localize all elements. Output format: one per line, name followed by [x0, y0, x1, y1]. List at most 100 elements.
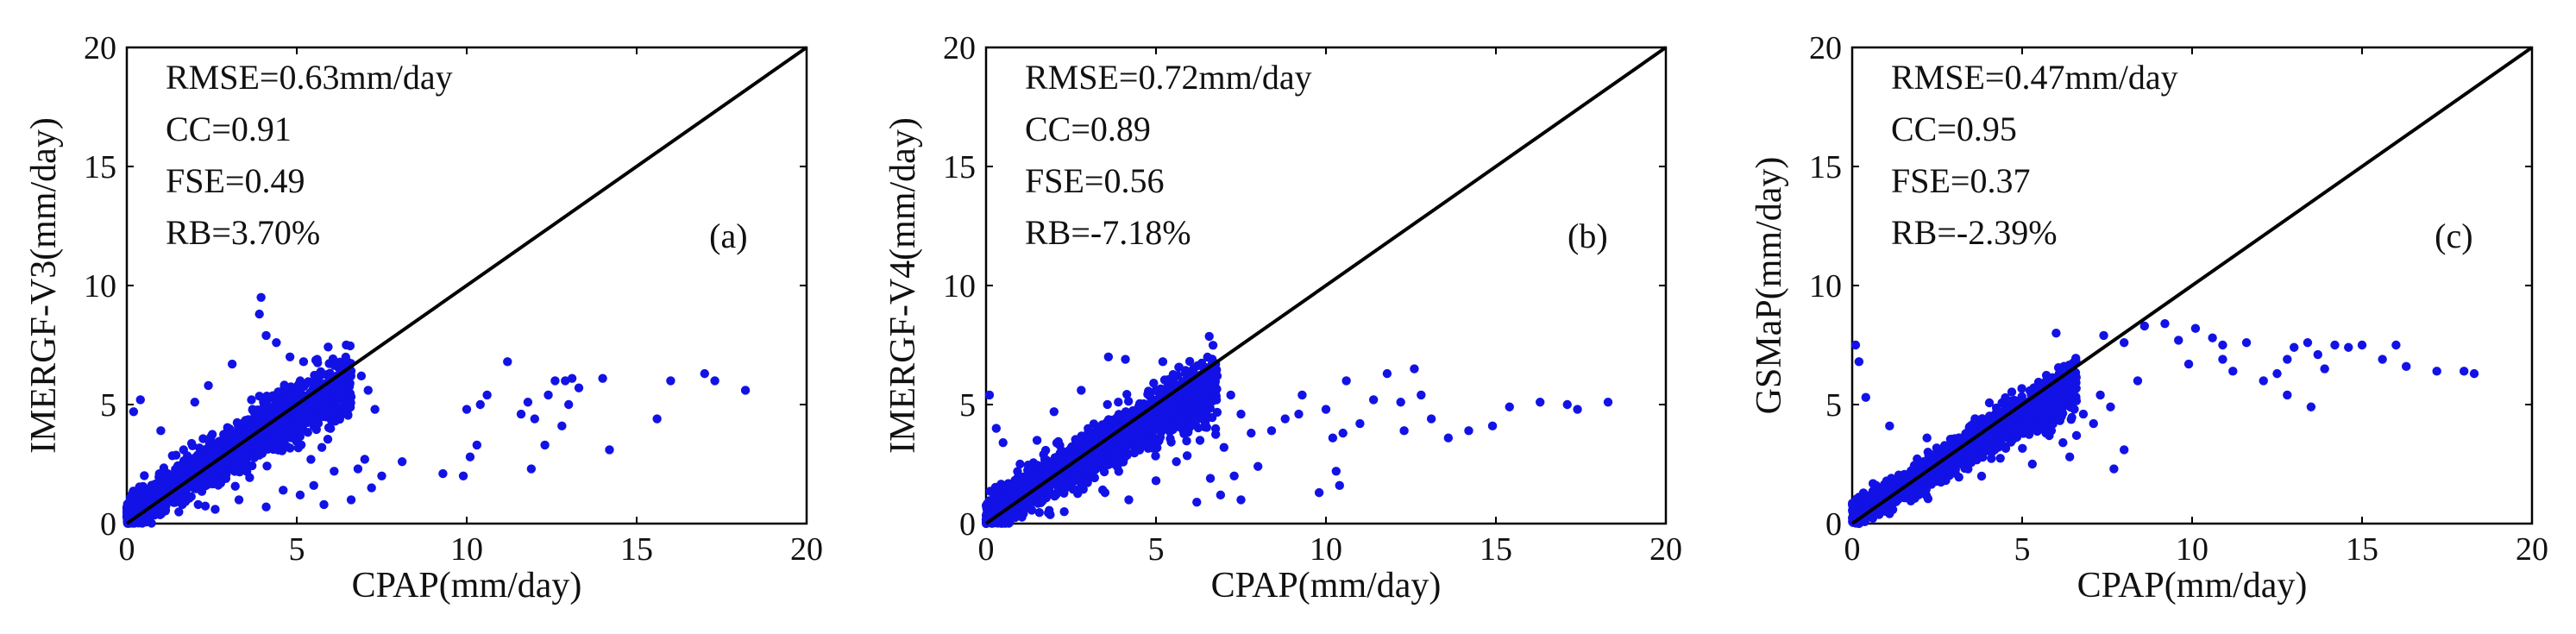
data-point [1966, 457, 1976, 468]
data-point [1921, 485, 1931, 494]
data-point [179, 445, 188, 455]
data-point [200, 501, 210, 511]
data-point [991, 424, 1002, 433]
data-point [998, 437, 1008, 448]
data-point [1046, 462, 1055, 472]
data-point [2228, 367, 2238, 376]
data-point [1134, 422, 1144, 431]
data-point [1368, 395, 1379, 405]
data-point [1089, 463, 1099, 473]
data-point [1182, 436, 1191, 446]
data-point [1919, 457, 1928, 467]
data-point [2241, 338, 2252, 348]
x-tick-label: 5 [289, 531, 305, 568]
data-point [334, 384, 343, 394]
data-point [261, 502, 271, 512]
data-point [1089, 419, 1099, 429]
data-point [210, 505, 220, 514]
y-tick-label: 5 [100, 387, 116, 424]
data-point [367, 483, 376, 493]
data-point [312, 370, 322, 380]
data-point [1562, 399, 1572, 410]
data-point [1158, 357, 1168, 367]
data-point [265, 412, 275, 422]
data-point [261, 330, 271, 341]
y-axis-label: IMERGF-V4(mm/day) [883, 117, 923, 454]
data-point [234, 495, 244, 505]
data-point [227, 359, 237, 369]
data-point [1121, 355, 1130, 364]
data-point [2218, 355, 2227, 364]
data-point [1161, 410, 1171, 419]
stats-annotation: FSE=0.49 [166, 161, 305, 200]
data-point [1038, 496, 1047, 505]
data-point [1984, 398, 1995, 408]
data-point [1861, 392, 1870, 402]
data-point [229, 467, 240, 476]
data-point [1936, 474, 1945, 485]
data-point [304, 409, 313, 419]
data-point [1382, 368, 1392, 379]
x-tick-label: 5 [2014, 531, 2031, 568]
data-point [526, 464, 537, 474]
data-point [1205, 474, 1216, 483]
data-point [1121, 407, 1131, 417]
y-tick-label: 10 [943, 268, 976, 304]
data-point [1211, 430, 1221, 439]
data-point [605, 445, 614, 455]
data-point [475, 399, 485, 410]
y-tick-label: 15 [1809, 149, 1842, 185]
data-point [1084, 431, 1094, 441]
data-point [543, 390, 553, 400]
data-point [465, 452, 475, 461]
panel-b: 0 5 10 15 2005101520CPAP(mm/day)IMERGF-V4(mm… [883, 30, 1682, 606]
data-point [363, 386, 373, 395]
data-point [312, 355, 322, 364]
data-point [272, 338, 281, 348]
data-point [1954, 473, 1963, 482]
data-point [2218, 340, 2227, 350]
data-point [1410, 364, 1419, 373]
data-point [286, 388, 296, 398]
data-point [1027, 474, 1037, 484]
data-point [1417, 390, 1426, 400]
data-point [315, 397, 324, 407]
data-point [1059, 507, 1069, 517]
one-to-one-line [984, 46, 1668, 525]
data-point [2017, 384, 2026, 393]
panel-label: (c) [2435, 217, 2472, 255]
data-point [1928, 475, 1938, 486]
data-point [984, 390, 995, 400]
data-point [1573, 405, 1582, 414]
data-point [2078, 409, 2089, 419]
data-point [324, 342, 333, 352]
data-point [2016, 411, 2026, 421]
data-point [557, 421, 567, 431]
data-point [1202, 387, 1211, 398]
data-point [317, 443, 327, 452]
data-point [346, 392, 356, 402]
data-point [1034, 469, 1044, 479]
data-point [2048, 393, 2058, 403]
data-point [190, 398, 199, 407]
data-point [561, 376, 570, 386]
data-point [330, 361, 339, 370]
data-point [326, 424, 336, 433]
data-point [1211, 390, 1221, 399]
data-point [2027, 459, 2038, 469]
data-point [1887, 478, 1896, 488]
data-point [1016, 482, 1027, 493]
data-point [1083, 478, 1092, 487]
data-point [1032, 436, 1042, 445]
data-point [1120, 414, 1129, 424]
data-point [234, 424, 243, 434]
data-point [438, 468, 448, 479]
data-point [523, 398, 533, 407]
stats-annotation: RMSE=0.63mm/day [166, 58, 453, 97]
data-point [342, 381, 352, 391]
data-point [1982, 417, 1993, 427]
data-point [1208, 341, 1218, 350]
data-point [1297, 390, 1307, 400]
data-point [530, 414, 539, 424]
data-point [1123, 397, 1134, 406]
